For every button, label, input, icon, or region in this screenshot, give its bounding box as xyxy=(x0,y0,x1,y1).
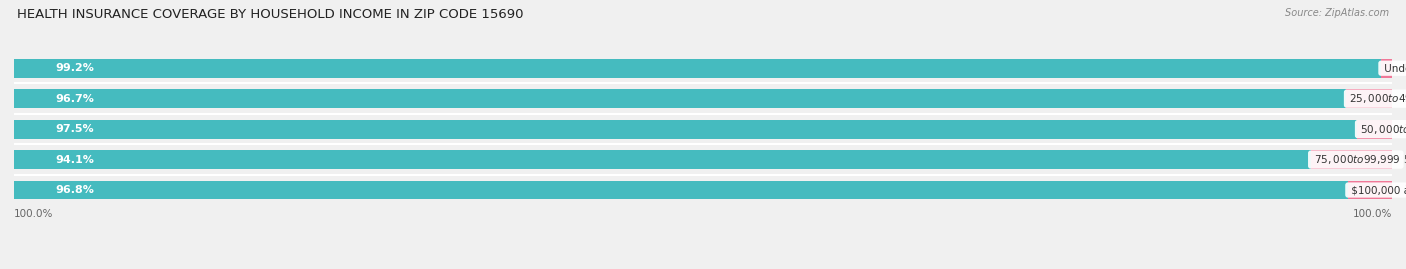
Bar xyxy=(14,150,1310,169)
Text: 100.0%: 100.0% xyxy=(1353,209,1392,219)
Bar xyxy=(14,89,1347,108)
Text: 96.8%: 96.8% xyxy=(55,185,94,195)
Text: 2.5%: 2.5% xyxy=(1403,124,1406,134)
Text: $25,000 to $49,999: $25,000 to $49,999 xyxy=(1347,92,1406,105)
Text: HEALTH INSURANCE COVERAGE BY HOUSEHOLD INCOME IN ZIP CODE 15690: HEALTH INSURANCE COVERAGE BY HOUSEHOLD I… xyxy=(17,8,523,21)
Text: 97.5%: 97.5% xyxy=(55,124,94,134)
Bar xyxy=(1347,89,1392,108)
Bar xyxy=(14,120,1392,139)
Bar xyxy=(14,150,1392,169)
Bar xyxy=(14,180,1348,200)
Text: $75,000 to $99,999: $75,000 to $99,999 xyxy=(1310,153,1400,166)
Bar xyxy=(1381,59,1392,78)
Bar xyxy=(1348,180,1392,200)
Text: 99.2%: 99.2% xyxy=(55,63,94,73)
Text: Source: ZipAtlas.com: Source: ZipAtlas.com xyxy=(1285,8,1389,18)
Text: 3.2%: 3.2% xyxy=(1403,185,1406,195)
Text: 0.8%: 0.8% xyxy=(1403,63,1406,73)
Bar xyxy=(14,59,1392,78)
Text: 3.3%: 3.3% xyxy=(1403,94,1406,104)
Text: $100,000 and over: $100,000 and over xyxy=(1348,185,1406,195)
Text: Under $25,000: Under $25,000 xyxy=(1381,63,1406,73)
Bar xyxy=(1358,120,1392,139)
Text: 94.1%: 94.1% xyxy=(55,155,94,165)
Bar xyxy=(14,120,1358,139)
Text: 96.7%: 96.7% xyxy=(55,94,94,104)
Text: 5.9%: 5.9% xyxy=(1403,155,1406,165)
Text: $50,000 to $74,999: $50,000 to $74,999 xyxy=(1358,123,1406,136)
Bar xyxy=(14,59,1381,78)
Bar xyxy=(14,180,1392,200)
Text: 100.0%: 100.0% xyxy=(14,209,53,219)
Bar xyxy=(14,89,1392,108)
Bar xyxy=(1310,150,1392,169)
